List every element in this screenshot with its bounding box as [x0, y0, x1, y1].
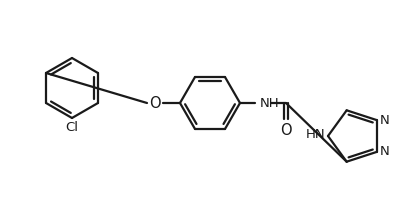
- Text: O: O: [280, 123, 292, 138]
- Text: HN: HN: [306, 129, 325, 142]
- Text: N: N: [380, 114, 390, 127]
- Text: O: O: [149, 96, 161, 110]
- Text: Cl: Cl: [66, 121, 79, 134]
- Text: NH: NH: [260, 96, 280, 110]
- Text: N: N: [380, 145, 390, 158]
